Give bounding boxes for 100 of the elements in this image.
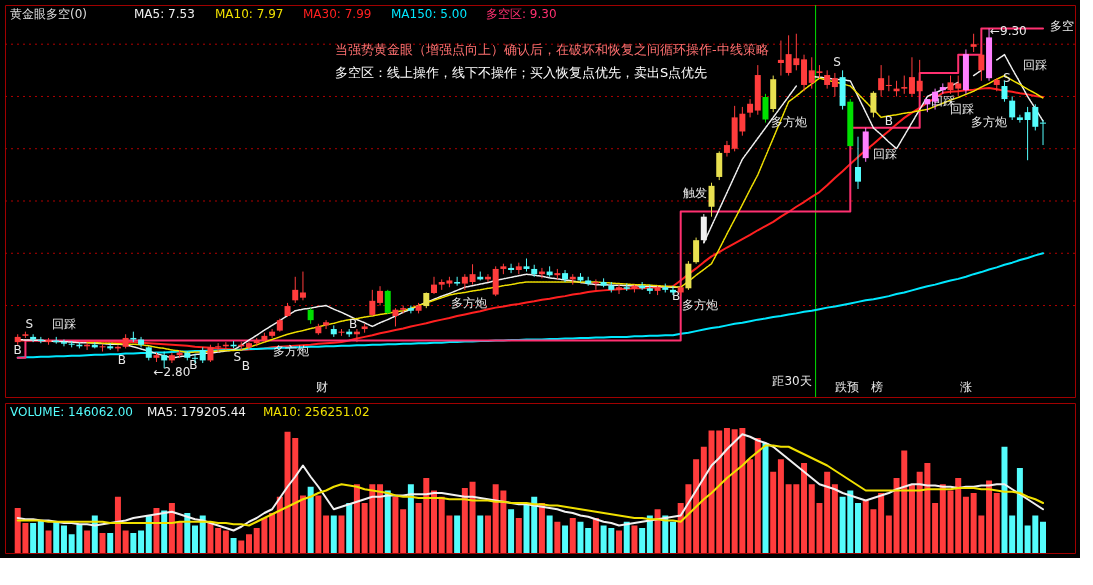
candlestick bbox=[30, 333, 37, 343]
candlestick bbox=[292, 276, 299, 304]
bar bbox=[99, 533, 106, 553]
bar bbox=[484, 515, 491, 553]
bar bbox=[168, 503, 175, 553]
text: MA5: 179205.44 bbox=[147, 405, 246, 419]
candlestick bbox=[831, 72, 838, 97]
annotation: 当强势黄金眼（增强点向上）确认后，在破坏和恢复之间循环操作-中线策略 bbox=[335, 42, 769, 57]
bar bbox=[693, 459, 700, 553]
text: MA10: 256251.02 bbox=[263, 405, 370, 419]
bar bbox=[153, 508, 160, 553]
bar bbox=[122, 530, 129, 553]
annotation: B bbox=[13, 342, 22, 357]
bar bbox=[569, 518, 576, 553]
bar bbox=[801, 463, 808, 553]
candlestick bbox=[384, 289, 391, 315]
candlestick bbox=[1001, 80, 1008, 103]
bar bbox=[84, 530, 91, 553]
chart-title: 黄金眼多空(0) bbox=[10, 7, 87, 21]
bar bbox=[45, 530, 52, 553]
candlestick bbox=[1016, 114, 1023, 124]
candlestick bbox=[407, 305, 414, 314]
bar bbox=[330, 515, 337, 553]
annotation: B bbox=[241, 359, 251, 374]
bar bbox=[639, 528, 646, 553]
candlestick bbox=[855, 136, 861, 190]
bar bbox=[138, 530, 145, 553]
annotation: 多方炮 bbox=[681, 298, 718, 313]
candlestick bbox=[431, 276, 437, 295]
bar bbox=[754, 438, 761, 553]
bar bbox=[747, 459, 754, 553]
annotation: 财 bbox=[316, 380, 329, 395]
candlestick bbox=[747, 98, 754, 118]
candlestick bbox=[700, 213, 707, 244]
candlestick bbox=[168, 352, 175, 364]
bar bbox=[585, 528, 592, 553]
candlestick bbox=[469, 263, 476, 286]
candlestick bbox=[870, 90, 877, 118]
candlestick bbox=[508, 263, 515, 274]
annotation: 多方炮 bbox=[450, 296, 487, 311]
text: 多空区: 9.30 bbox=[486, 7, 557, 21]
bar bbox=[461, 488, 468, 553]
bar bbox=[192, 525, 199, 553]
bar bbox=[623, 521, 630, 553]
bar bbox=[114, 496, 121, 553]
bar bbox=[53, 521, 60, 553]
annotation: S bbox=[233, 350, 242, 365]
bar bbox=[323, 515, 330, 553]
annotation: 涨 bbox=[959, 380, 972, 395]
candlestick bbox=[215, 342, 222, 353]
bar bbox=[315, 495, 322, 553]
bar bbox=[477, 515, 484, 553]
bar bbox=[176, 521, 183, 553]
bar bbox=[538, 503, 545, 553]
candlestick bbox=[978, 46, 985, 82]
text: MA150: 5.00 bbox=[391, 7, 468, 21]
bar bbox=[1016, 468, 1023, 553]
bar bbox=[669, 521, 676, 553]
candlestick bbox=[377, 285, 384, 307]
bar bbox=[631, 525, 638, 553]
candlestick bbox=[901, 75, 908, 95]
text: MA5: 7.53 bbox=[134, 7, 195, 21]
bar bbox=[824, 471, 831, 553]
bar bbox=[37, 520, 44, 553]
text: 多空 bbox=[1050, 18, 1075, 33]
annotation: 触发 bbox=[682, 185, 707, 200]
bar bbox=[245, 534, 252, 553]
bar bbox=[230, 538, 237, 553]
candlestick bbox=[646, 284, 653, 295]
bar bbox=[407, 484, 414, 553]
bar bbox=[700, 446, 707, 553]
bar bbox=[546, 515, 553, 553]
bar bbox=[107, 533, 114, 553]
annotation: 榜 bbox=[870, 380, 883, 395]
candlestick bbox=[454, 276, 461, 287]
annotation: B bbox=[189, 358, 198, 373]
bar bbox=[770, 471, 777, 553]
candlestick bbox=[723, 140, 730, 158]
candlestick bbox=[1040, 119, 1047, 146]
bar bbox=[562, 525, 569, 553]
bar bbox=[392, 496, 399, 553]
candlestick bbox=[824, 69, 831, 90]
bar bbox=[469, 481, 476, 553]
bar bbox=[377, 484, 384, 553]
text: VOLUME: 146062.00 bbox=[10, 405, 133, 419]
bar bbox=[384, 490, 391, 553]
bar bbox=[777, 459, 784, 553]
bar bbox=[515, 518, 522, 553]
annotation: S bbox=[25, 317, 34, 332]
annotation: 回踩 bbox=[872, 146, 897, 161]
bar bbox=[353, 484, 360, 553]
bar bbox=[346, 503, 353, 553]
bar bbox=[939, 484, 946, 553]
candlestick bbox=[916, 59, 923, 97]
bar bbox=[269, 513, 276, 553]
bar bbox=[831, 484, 838, 553]
candlestick bbox=[908, 56, 915, 97]
bar bbox=[654, 509, 661, 553]
bar bbox=[1001, 446, 1008, 553]
candlestick bbox=[616, 284, 623, 295]
